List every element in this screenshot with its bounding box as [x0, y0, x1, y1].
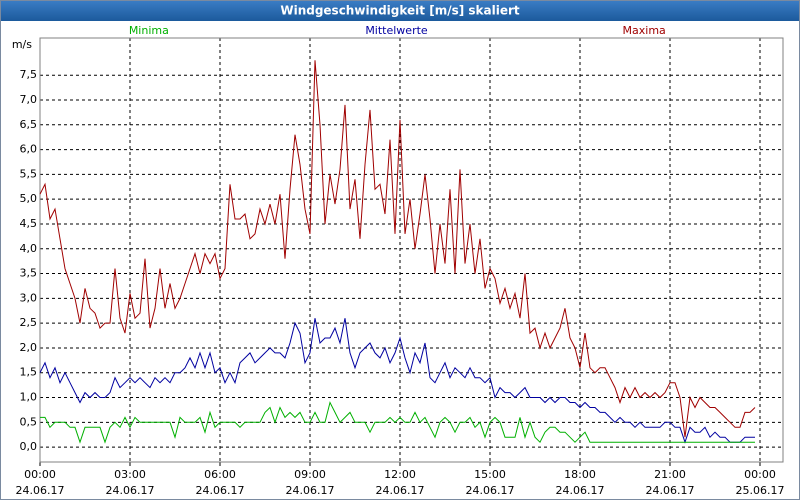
- y-axis-label: m/s: [12, 38, 32, 51]
- x-tick-label: 18:00: [564, 468, 596, 481]
- data-line: [39, 318, 755, 444]
- legend-entry: Mittelwerte: [365, 24, 428, 37]
- y-tick-label: 1,5: [20, 366, 38, 379]
- x-tick-label: 09:00: [294, 468, 326, 481]
- y-tick-label: 0,0: [20, 440, 38, 453]
- x-tick-date: 24.06.17: [196, 484, 245, 497]
- legend-entry: Maxima: [623, 24, 666, 37]
- data-line: [40, 401, 755, 444]
- y-tick-label: 0,5: [20, 415, 38, 428]
- x-tick-label: 15:00: [474, 468, 506, 481]
- x-tick-label: 00:00: [744, 468, 776, 481]
- x-tick-date: 24.06.17: [16, 484, 65, 497]
- y-tick-label: 7,5: [20, 68, 38, 81]
- x-tick-label: 12:00: [384, 468, 416, 481]
- x-tick-label: 21:00: [654, 468, 686, 481]
- y-tick-label: 5,5: [20, 167, 38, 180]
- x-tick-label: 03:00: [114, 468, 146, 481]
- y-tick-label: 4,5: [20, 217, 38, 230]
- y-tick-label: 1,0: [20, 391, 38, 404]
- x-tick-date: 24.06.17: [646, 484, 695, 497]
- y-tick-label: 3,5: [20, 267, 38, 280]
- x-tick-date: 24.06.17: [466, 484, 515, 497]
- y-tick-label: 6,0: [20, 143, 38, 156]
- x-tick-label: 00:00: [24, 468, 56, 481]
- x-tick-date: 25.06.17: [736, 484, 785, 497]
- x-tick-date: 24.06.17: [556, 484, 605, 497]
- y-tick-label: 3,0: [20, 291, 38, 304]
- y-tick-label: 2,5: [20, 316, 38, 329]
- plot-frame: [39, 37, 784, 463]
- y-tick-label: 7,0: [20, 93, 38, 106]
- y-tick-label: 4,0: [20, 242, 38, 255]
- x-tick-label: 06:00: [204, 468, 236, 481]
- x-tick-date: 24.06.17: [106, 484, 155, 497]
- y-tick-label: 5,0: [20, 192, 38, 205]
- legend-entry: Minima: [129, 24, 169, 37]
- chart-title: Windgeschwindigkeit [m/s] skaliert: [280, 4, 520, 18]
- title-bar: [1, 1, 799, 21]
- x-tick-date: 24.06.17: [286, 484, 335, 497]
- y-tick-label: 6,5: [20, 118, 38, 131]
- y-tick-label: 2,0: [20, 341, 38, 354]
- x-tick-date: 24.06.17: [376, 484, 425, 497]
- data-line: [39, 60, 756, 438]
